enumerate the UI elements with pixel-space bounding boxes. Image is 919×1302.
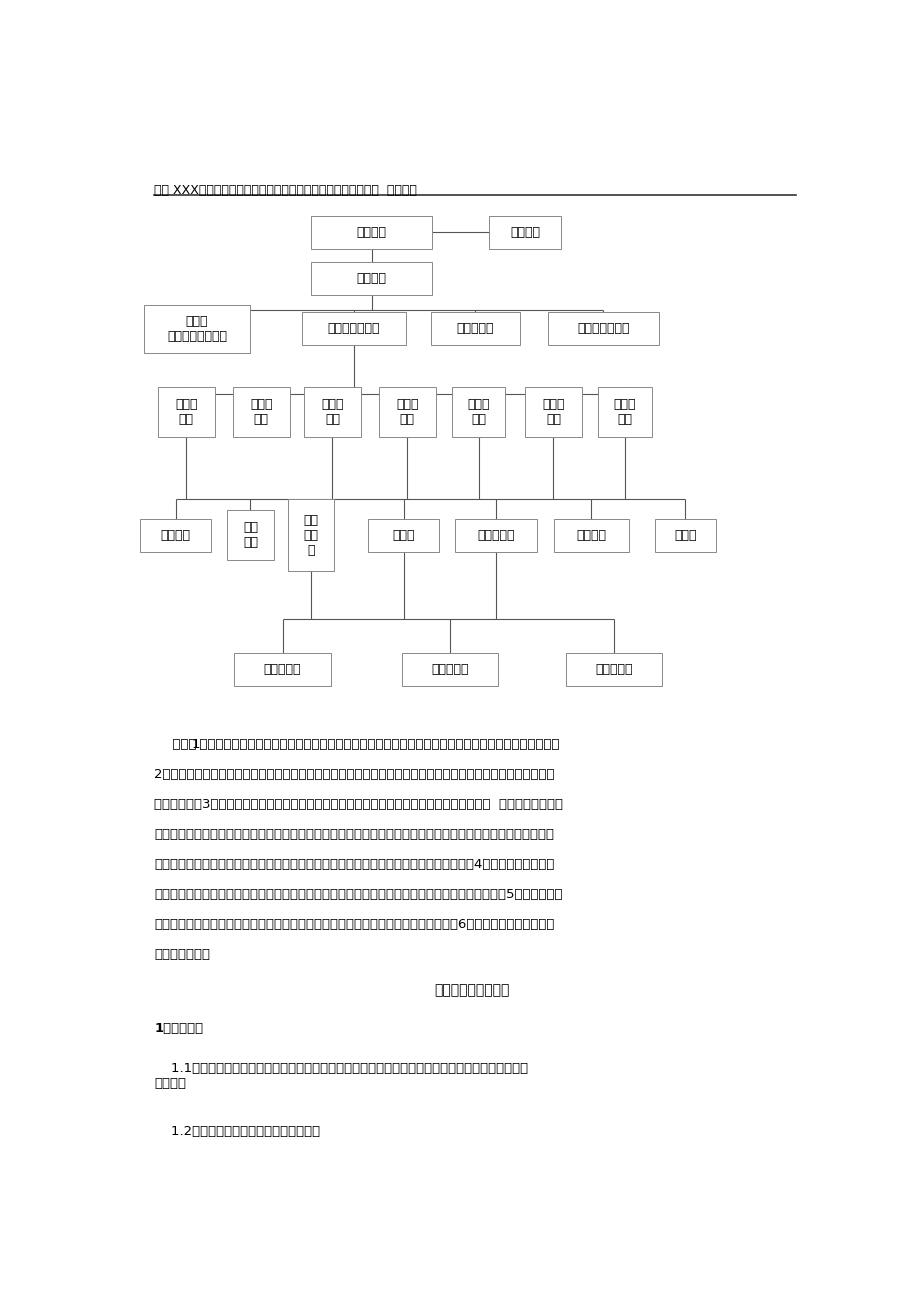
FancyBboxPatch shape: [233, 387, 289, 437]
Text: 各级施
工队: 各级施 工队: [467, 398, 489, 426]
FancyBboxPatch shape: [158, 387, 215, 437]
FancyBboxPatch shape: [368, 518, 439, 552]
Text: 1、项目领导小组由公司总经理任组长，以便协调、调度全公司的人力、物力、财力全力支持本项工程。: 1、项目领导小组由公司总经理任组长，以便协调、调度全公司的人力、物力、财力全力支…: [191, 738, 559, 751]
Text: 质量管
理组: 质量管 理组: [250, 398, 272, 426]
FancyBboxPatch shape: [143, 305, 250, 353]
FancyBboxPatch shape: [311, 216, 432, 249]
FancyBboxPatch shape: [288, 499, 334, 572]
Text: 现场施工员: 现场施工员: [477, 529, 515, 542]
Text: 工作，下设施工管理室协助；质量总监下设质量控制室，管理施工队伍的工艺、质量工作。4、施工管理室协助总: 工作，下设施工管理室协助；质量总监下设质量控制室，管理施工队伍的工艺、质量工作。…: [154, 858, 554, 871]
FancyBboxPatch shape: [489, 216, 560, 249]
Text: 总工程师办公室: 总工程师办公室: [327, 322, 380, 335]
FancyBboxPatch shape: [234, 654, 330, 686]
FancyBboxPatch shape: [553, 518, 628, 552]
FancyBboxPatch shape: [303, 387, 360, 437]
Text: 国道 XXX线仁寿北段改扩建（等级改造）工程交安设施标段施工  投标文件: 国道 XXX线仁寿北段改扩建（等级改造）工程交安设施标段施工 投标文件: [154, 185, 416, 198]
FancyBboxPatch shape: [379, 387, 436, 437]
Text: 试验工
作室: 试验工 作室: [613, 398, 635, 426]
Text: 技术顾问: 技术顾问: [509, 227, 539, 240]
Text: 标准
化管
理: 标准 化管 理: [303, 514, 318, 557]
Text: 标线施工队: 标线施工队: [595, 663, 632, 676]
Text: 工程
质量: 工程 质量: [243, 521, 257, 549]
Text: 安全管
理组: 安全管 理组: [321, 398, 344, 426]
Text: （三）主要施工方案: （三）主要施工方案: [434, 983, 508, 997]
FancyBboxPatch shape: [455, 518, 537, 552]
FancyBboxPatch shape: [227, 510, 273, 560]
Text: 办公室
通联、后勤、协调: 办公室 通联、后勤、协调: [167, 315, 227, 342]
Text: 技术服
务组: 技术服 务组: [541, 398, 564, 426]
Text: 财务核算室: 财务核算室: [456, 322, 494, 335]
Text: 材料员: 材料员: [392, 529, 414, 542]
Text: 1.2及时到有关单位办理相关施工手续；: 1.2及时到有关单位办理相关施工手续；: [154, 1125, 320, 1138]
FancyBboxPatch shape: [311, 262, 432, 296]
FancyBboxPatch shape: [525, 387, 582, 437]
FancyBboxPatch shape: [548, 312, 658, 345]
Text: 项目经理: 项目经理: [357, 227, 386, 240]
Text: 说明：: 说明：: [154, 738, 197, 751]
Text: 标志施工队: 标志施工队: [264, 663, 301, 676]
Text: 安全员: 安全员: [674, 529, 696, 542]
Text: 2、现场项目经理部设项目经理一人，负责全面领导项目经理部的有关工作，并全权代表本承包人处理一切与项目: 2、现场项目经理部设项目经理一人，负责全面领导项目经理部的有关工作，并全权代表本…: [154, 768, 554, 781]
FancyBboxPatch shape: [451, 387, 505, 437]
Text: 有关的事务。3、现场项目经理部设总工程师一人，负责项目经理部的有关技术、施工管理工作  设质量总监一人，: 有关的事务。3、现场项目经理部设总工程师一人，负责项目经理部的有关技术、施工管理…: [154, 798, 562, 811]
FancyBboxPatch shape: [140, 518, 211, 552]
FancyBboxPatch shape: [654, 518, 715, 552]
Text: 设计变
更组: 设计变 更组: [175, 398, 198, 426]
FancyBboxPatch shape: [301, 312, 405, 345]
FancyBboxPatch shape: [597, 387, 651, 437]
Text: 物质设备供应室: 物质设备供应室: [576, 322, 629, 335]
FancyBboxPatch shape: [430, 312, 519, 345]
Text: 1.1进场前先进行各项施工技术准备工作，熟悳有关施工图纸及检验规范，提出各种材料、机具和人
员计划；: 1.1进场前先进行各项施工技术准备工作，熟悳有关施工图纸及检验规范，提出各种材料…: [154, 1061, 528, 1090]
Text: 技术资
料组: 技术资 料组: [396, 398, 418, 426]
Text: 质检人员: 质检人员: [575, 529, 606, 542]
Text: 负责材料设备的接收、开笱检查、仓储保管和发放，设材料员、保管员、质检工程师。6、合同财务室负责合同管: 负责材料设备的接收、开笱检查、仓储保管和发放，设材料员、保管员、质检工程师。6、…: [154, 918, 554, 931]
Text: 工程师管理施工队伍的工程计划、进度、工序、技术等工作，设计划统计员、施工员、安全员若干。5、材料设备室: 工程师管理施工队伍的工程计划、进度、工序、技术等工作，设计划统计员、施工员、安全…: [154, 888, 562, 901]
FancyBboxPatch shape: [565, 654, 662, 686]
Text: 1、施工准备: 1、施工准备: [154, 1022, 203, 1035]
Text: 财务人员: 财务人员: [161, 529, 190, 542]
Text: 护栏施工队: 护栏施工队: [431, 663, 469, 676]
Text: 理和支付工作。: 理和支付工作。: [154, 948, 210, 961]
Text: 总工程师: 总工程师: [357, 272, 386, 285]
FancyBboxPatch shape: [402, 654, 498, 686]
Text: 负责项目经理部的有关材料质量、施工质量的管理工作。总工程师管理施工队伍的工程计划、进度、工序、技术等: 负责项目经理部的有关材料质量、施工质量的管理工作。总工程师管理施工队伍的工程计划…: [154, 828, 553, 841]
